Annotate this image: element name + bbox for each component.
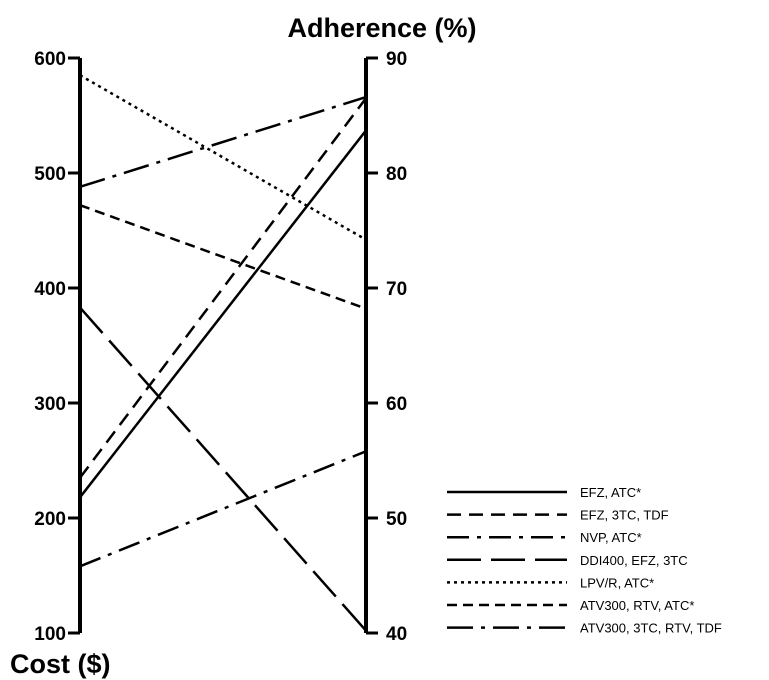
left-axis-tick-label: 500 [34,164,66,185]
series-lines [79,74,367,632]
series-line-4 [79,306,367,632]
right-axis-title: Adherence (%) [287,13,476,43]
series-line-7 [79,95,367,188]
right-axis-tick-label: 70 [386,279,407,300]
right-axis-tick-label: 40 [386,624,407,645]
legend-label-7: ATV300, 3TC, RTV, TDF [580,621,722,636]
left-axis-tick-label: 100 [34,624,66,645]
right-axis-tick-label: 50 [386,509,407,530]
legend-label-3: NVP, ATC* [580,530,642,545]
left-axis-tick-label: 400 [34,279,66,300]
legend-label-4: DDI400, EFZ, 3TC [580,553,688,568]
left-axis-title: Cost ($) [10,649,111,679]
series-line-5 [79,74,367,241]
left-axis-tick-label: 300 [34,394,66,415]
legend-label-1: EFZ, ATC* [580,485,641,500]
series-line-1 [79,129,367,499]
left-axis-tick-label: 600 [34,49,66,70]
series-line-2 [79,97,367,479]
legend-label-2: EFZ, 3TC, TDF [580,508,669,523]
right-axis-tick-label: 90 [386,49,407,70]
series-line-6 [79,204,367,310]
legend-label-5: LPV/R, ATC* [580,575,654,590]
right-axis-tick-label: 60 [386,394,407,415]
legend: EFZ, ATC* EFZ, 3TC, TDF NVP, ATC* DDI400, E… [447,485,722,636]
legend-label-6: ATV300, RTV, ATC* [580,598,694,613]
axes-group: 100 200 300 400 500 600 40 50 60 70 80 90 [34,49,407,645]
left-axis-tick-label: 200 [34,509,66,530]
right-axis-tick-label: 80 [386,164,407,185]
series-line-3 [79,450,367,568]
